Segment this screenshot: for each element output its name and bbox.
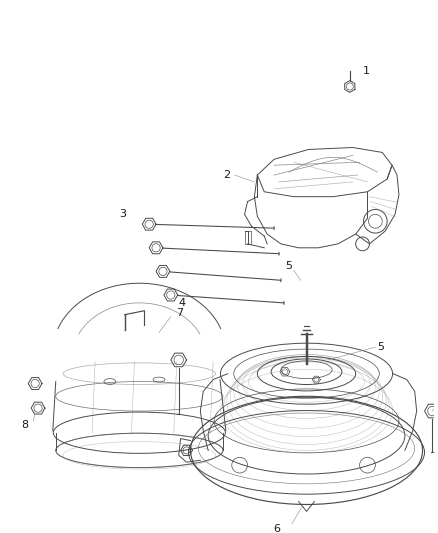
Text: 8: 8 <box>22 420 29 430</box>
Text: 2: 2 <box>223 170 230 180</box>
Text: 6: 6 <box>273 524 280 533</box>
Text: 7: 7 <box>176 308 183 318</box>
Text: 3: 3 <box>120 209 127 220</box>
Text: 5: 5 <box>285 261 292 271</box>
Text: 1: 1 <box>363 66 370 76</box>
Text: 4: 4 <box>179 298 186 308</box>
Text: 5: 5 <box>377 342 384 352</box>
